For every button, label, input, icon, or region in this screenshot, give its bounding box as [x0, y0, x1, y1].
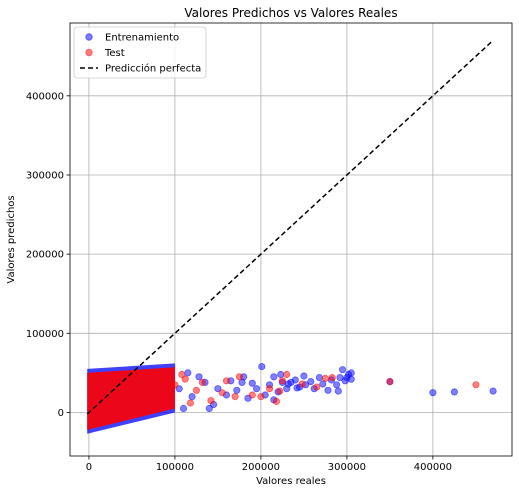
- test-point: [199, 379, 205, 385]
- y-tick-label: 200000: [26, 250, 64, 261]
- test-point: [322, 375, 328, 381]
- test-point: [277, 388, 283, 394]
- x-tick-label: 300000: [328, 462, 366, 473]
- test-point: [473, 382, 479, 388]
- training-point: [271, 374, 277, 380]
- test-point: [284, 371, 290, 377]
- training-point: [308, 378, 314, 384]
- test-point: [208, 397, 214, 403]
- training-point: [189, 393, 195, 399]
- training-point: [259, 363, 265, 369]
- legend-label: Predicción perfecta: [105, 63, 201, 75]
- training-point: [301, 373, 307, 379]
- training-point: [316, 374, 322, 380]
- training-point: [206, 405, 212, 411]
- y-tick-label: 300000: [26, 170, 64, 181]
- training-point: [292, 377, 298, 383]
- training-point: [490, 388, 496, 394]
- test-point: [223, 378, 229, 384]
- training-point: [333, 382, 339, 388]
- test-point: [249, 392, 255, 398]
- test-point: [387, 378, 393, 384]
- x-tick-label: 400000: [414, 462, 452, 473]
- legend-marker: [86, 49, 92, 55]
- y-axis-label: Valores predichos: [6, 195, 17, 283]
- y-tick-label: 0: [58, 408, 64, 419]
- legend-marker: [86, 34, 92, 40]
- x-axis-label: Valores reales: [256, 476, 326, 487]
- training-point: [451, 389, 457, 395]
- test-point: [279, 378, 285, 384]
- training-point: [348, 376, 354, 382]
- training-point: [180, 405, 186, 411]
- training-point: [430, 390, 436, 396]
- test-point: [187, 400, 193, 406]
- test-point: [193, 387, 199, 393]
- training-point: [278, 371, 284, 377]
- training-point: [335, 388, 341, 394]
- training-point: [325, 387, 331, 393]
- legend-label: Test: [104, 48, 125, 59]
- legend-label: Entrenamiento: [105, 33, 179, 44]
- chart-title: Valores Predichos vs Valores Reales: [184, 6, 397, 20]
- training-point: [185, 370, 191, 376]
- training-point: [253, 386, 259, 392]
- x-tick-label: 0: [86, 462, 92, 473]
- test-point: [232, 393, 238, 399]
- test-point: [314, 384, 320, 390]
- test-point: [299, 381, 305, 387]
- test-point: [219, 390, 225, 396]
- legend: Entrenamiento Test Predicción perfecta: [74, 27, 206, 78]
- x-tick-label: 100000: [156, 462, 194, 473]
- training-point: [234, 387, 240, 393]
- test-point: [172, 382, 178, 388]
- test-point: [179, 371, 185, 377]
- training-point: [249, 380, 255, 386]
- test-point: [266, 386, 272, 392]
- test-point: [258, 393, 264, 399]
- test-point: [236, 374, 242, 380]
- training-point: [339, 367, 345, 373]
- test-point: [273, 398, 279, 404]
- training-point: [285, 381, 291, 387]
- y-tick-label: 100000: [26, 329, 64, 340]
- y-tick-label: 400000: [26, 91, 64, 102]
- x-tick-label: 200000: [242, 462, 280, 473]
- test-point: [329, 374, 335, 380]
